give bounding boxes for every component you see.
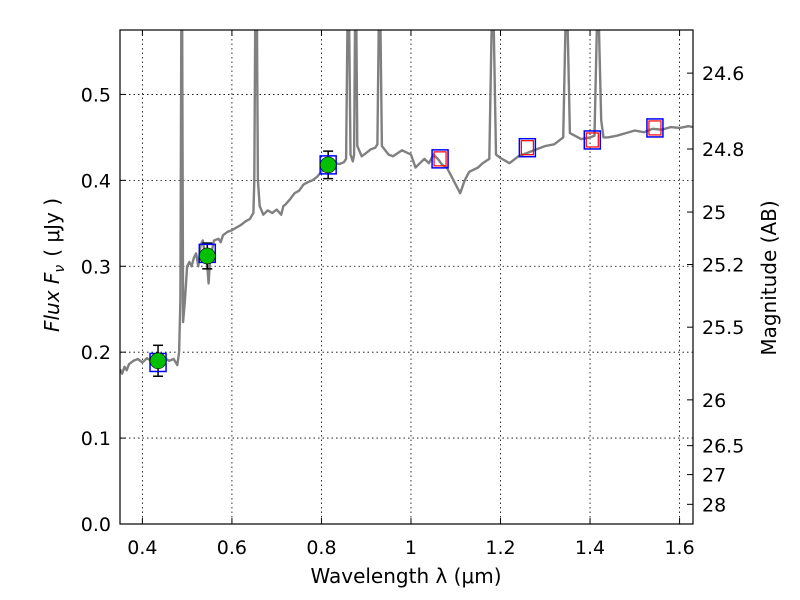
x-tick-label-2: 0.8 (306, 537, 336, 559)
x-axis-label: Wavelength λ (μm) (310, 564, 501, 588)
x-tick-label-6: 1.6 (664, 537, 694, 559)
data-points-layer (149, 118, 664, 377)
mag-tick-label-8: 28 (702, 494, 726, 516)
y-axis-label-flux: Flux F (40, 272, 64, 332)
y-tick-label-2: 0.2 (81, 342, 111, 364)
x-tick-label-1: 0.6 (217, 537, 247, 559)
y-tick-label-3: 0.3 (81, 256, 111, 278)
mag-tick-label-6: 26.5 (702, 436, 744, 458)
mag-tick-label-3: 25.2 (702, 255, 744, 277)
grid-lines (120, 30, 693, 524)
mag-tick-label-7: 27 (702, 465, 726, 487)
model-square-3 (431, 149, 449, 169)
mag-tick-label-5: 26 (702, 390, 726, 412)
model-square-4 (518, 137, 537, 158)
y-tick-label-5: 0.5 (81, 84, 111, 106)
y-tick-label-4: 0.4 (81, 170, 111, 192)
mag-tick-label-1: 24.8 (702, 139, 744, 161)
spectrum-layer (120, 30, 693, 375)
y-axis-label-unit: ( μJy ) (40, 198, 64, 257)
observed-point-1 (198, 247, 216, 265)
model-inner-square-0 (433, 151, 447, 167)
observed-point-2 (319, 156, 337, 174)
mag-tick-label-0: 24.6 (702, 63, 744, 85)
x-tick-label-4: 1.2 (485, 537, 515, 559)
model-spectrum-line (120, 30, 693, 375)
mag-tick-label-4: 25.5 (702, 317, 744, 339)
y-tick-label-1: 0.1 (81, 428, 111, 450)
y-axis-label: Flux Fν ( μJy ) (40, 198, 68, 332)
x-tick-label-5: 1.4 (575, 537, 605, 559)
model-inner-square-1 (520, 140, 534, 156)
y2-axis-label: Magnitude (AB) (757, 200, 781, 355)
svg-text:Flux Fν( μJy ): Flux Fν ( μJy ) (40, 198, 68, 332)
plot-frame (119, 29, 694, 525)
model-inner-square-2 (585, 132, 599, 148)
x-tick-label-3: 1 (405, 537, 417, 559)
model-square-6 (646, 118, 664, 138)
y-axis-label-sub: ν (52, 265, 68, 273)
mag-tick-label-2: 25 (702, 202, 726, 224)
y-tick-label-0: 0.0 (81, 514, 111, 536)
axes-layer: 0.4 0.6 0.8 1 1.2 1.4 1.6 0.0 0.1 0.2 0.3 0.4 0.5 24.… (81, 29, 744, 559)
x-tick-label-0: 0.4 (127, 537, 157, 559)
observed-point-0 (149, 352, 167, 370)
model-inner-square-3 (648, 120, 662, 136)
model-square-5 (583, 130, 602, 150)
